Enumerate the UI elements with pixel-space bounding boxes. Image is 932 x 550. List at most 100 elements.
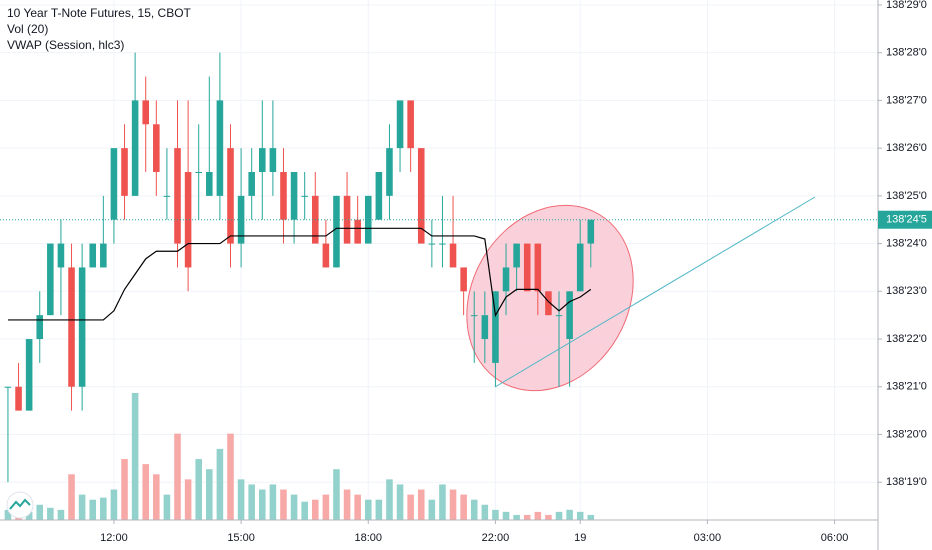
volume-bar (481, 504, 489, 520)
x-tick-label: 22:00 (482, 532, 510, 544)
volume-bar (439, 484, 446, 520)
volume-bar (587, 514, 595, 520)
volume-bar (259, 489, 266, 520)
candle-body (216, 100, 224, 196)
candle-body (460, 267, 467, 292)
volume-bar (195, 459, 202, 520)
volume-bar (25, 511, 33, 520)
volume-bar (343, 489, 351, 520)
volume-bar (36, 504, 44, 520)
candle-body (15, 386, 22, 411)
volume-bar (386, 479, 393, 520)
candle-body (301, 195, 308, 197)
volume-bar (68, 474, 75, 520)
volume-bar (333, 469, 340, 520)
candle-body (4, 386, 12, 388)
candle-body (68, 267, 75, 387)
volume-bar (354, 494, 361, 520)
volume-bar (470, 499, 478, 520)
candle-body (407, 100, 414, 149)
y-tick-label: 138'26'0 (886, 142, 927, 154)
lines (0, 219, 878, 321)
volume-bar (110, 489, 118, 520)
volume-bar (184, 479, 192, 520)
y-tick-label: 138'19'0 (886, 476, 927, 488)
x-tick-label: 18:00 (354, 532, 382, 544)
candle-body (142, 100, 150, 125)
volume-bar (523, 514, 531, 520)
volume-bar (57, 509, 65, 520)
candle-body (566, 291, 573, 340)
volume-bar (78, 494, 86, 520)
candle-body (523, 243, 531, 292)
candle-body (248, 171, 255, 196)
volume-bar (545, 514, 552, 520)
candle-body (481, 315, 489, 340)
volume-bar (290, 494, 298, 520)
volume-bar (396, 484, 404, 520)
candle-body (195, 171, 202, 173)
candle-body (513, 243, 520, 268)
candle-body (206, 171, 213, 196)
indicator-label: Vol (20) (7, 22, 48, 36)
candle-body (184, 171, 192, 268)
indicator-label: VWAP (Session, hlc3) (7, 38, 124, 52)
candle-body (417, 148, 425, 244)
candle-body (449, 243, 457, 268)
volume-bar (566, 509, 573, 520)
y-tick-label: 138'21'0 (886, 381, 927, 393)
candle-body (47, 243, 54, 316)
volume-bar (555, 511, 563, 520)
volume-bar (301, 501, 308, 520)
volume-bar (121, 459, 128, 520)
logo (6, 491, 34, 519)
volume-bar (131, 393, 139, 520)
volume-bar (576, 511, 584, 520)
candle-body (375, 171, 383, 220)
volume-bar (407, 494, 414, 520)
candle-body (354, 219, 361, 244)
volume-bar (364, 499, 372, 520)
volume-bar (142, 464, 150, 520)
candle-body (470, 315, 478, 317)
candle-body (121, 148, 128, 196)
x-tick-label: 06:00 (821, 532, 849, 544)
volume-bar (513, 514, 520, 520)
candle-body (269, 148, 277, 172)
candle-body (280, 171, 287, 220)
volume-bar (417, 489, 425, 520)
volume-bar (269, 484, 277, 520)
trend-line (494, 196, 816, 388)
y-tick-label: 138'29'0 (886, 0, 927, 11)
candle-body (545, 291, 552, 316)
candle-body (78, 267, 86, 387)
volume-bar (449, 489, 457, 520)
candle-body (25, 339, 33, 411)
volume-bar (311, 499, 319, 520)
candle-body (100, 243, 107, 268)
candle-body (502, 267, 510, 292)
volume-bar (216, 448, 224, 520)
candle-body (555, 315, 563, 317)
y-tick-label: 138'20'0 (886, 428, 927, 440)
candle-body (534, 243, 542, 292)
volume-bar (460, 494, 467, 520)
candle-body (322, 243, 330, 268)
y-tick-label: 138'24'0 (886, 237, 927, 249)
y-tick-label: 138'25'0 (886, 190, 927, 202)
volume-bar (322, 494, 330, 520)
y-tick-label: 138'28'0 (886, 47, 927, 59)
volume-bar (163, 494, 171, 520)
y-tick-label: 138'23'0 (886, 285, 927, 297)
x-tick-label: 19 (574, 532, 586, 544)
volume-bar (100, 497, 107, 520)
volume-bar (280, 489, 287, 520)
candle-body (89, 243, 97, 268)
volume-bar (502, 511, 510, 520)
volume-bar (534, 511, 542, 520)
x-tick-label: 15:00 (227, 532, 255, 544)
volume-bar (47, 507, 54, 520)
candle-body (36, 315, 44, 340)
candle-body (174, 148, 181, 244)
